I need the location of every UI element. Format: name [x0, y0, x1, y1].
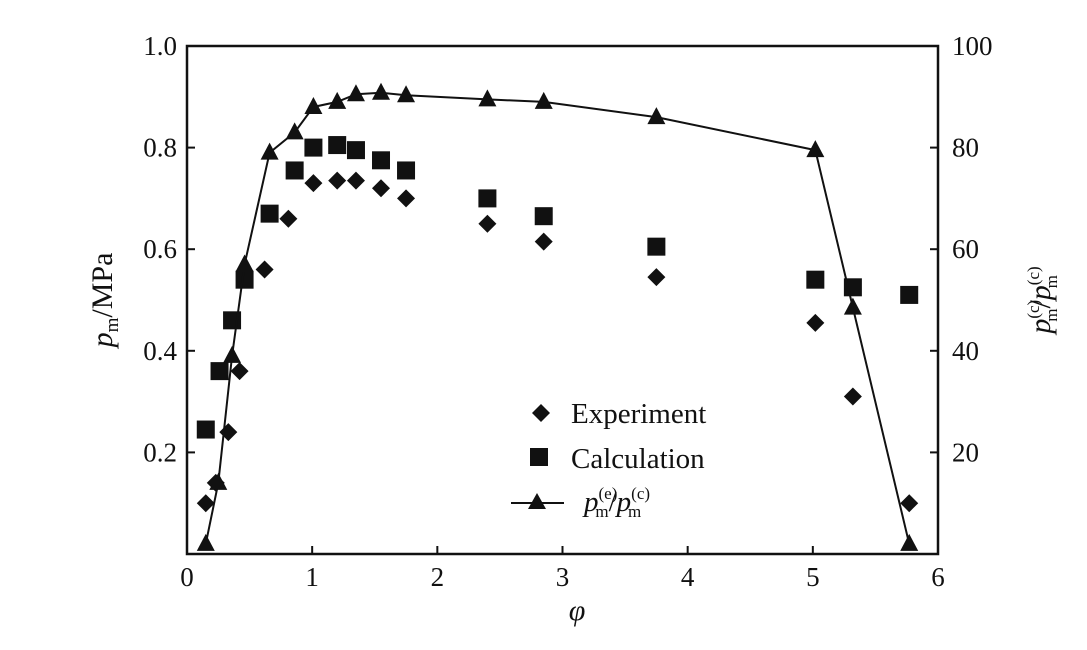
legend-calculation-marker	[530, 448, 548, 466]
y2-axis-title: p(c)m/p(c)m	[1024, 266, 1061, 335]
y-tick-label: 0.4	[143, 336, 177, 366]
y2-tick-label: 40	[952, 336, 979, 366]
calculation-point	[478, 189, 497, 208]
experiment-point	[843, 387, 862, 406]
experiment-point	[230, 362, 249, 381]
calculation-point	[285, 161, 304, 180]
legend: Experiment Calculation p(e) m/p(c) m	[511, 398, 706, 521]
legend-calculation-label: Calculation	[571, 443, 705, 475]
marks-layer	[196, 82, 919, 551]
calculation-point	[900, 285, 919, 304]
x-tick-label: 4	[681, 562, 695, 592]
experiment-point	[900, 494, 919, 513]
calculation-point	[260, 204, 279, 223]
legend-experiment-label: Experiment	[571, 398, 706, 430]
calculation-point	[806, 270, 825, 289]
ratio-point	[223, 345, 242, 363]
x-tick-label: 6	[931, 562, 945, 592]
y-tick-label: 1.0	[143, 31, 177, 61]
ratio-point	[328, 91, 347, 109]
calculation-point	[210, 362, 229, 381]
ratio-point	[478, 89, 497, 107]
experiment-point	[647, 268, 666, 287]
y2-tick-label: 100	[952, 31, 993, 61]
calculation-point	[346, 141, 365, 160]
experiment-point	[219, 423, 238, 442]
y2-tick-label: 60	[952, 234, 979, 264]
x-tick-label: 5	[806, 562, 820, 592]
experiment-point	[255, 260, 274, 279]
calculation-point	[235, 270, 254, 289]
ratio-point	[397, 85, 416, 103]
y-tick-label: 0.6	[143, 234, 177, 264]
experiment-point	[372, 179, 391, 198]
ratio-point	[209, 472, 228, 490]
x-axis-title: φ	[569, 594, 586, 627]
x-tick-label: 1	[305, 562, 319, 592]
x-tick-label: 3	[556, 562, 570, 592]
experiment-point	[534, 232, 553, 251]
plot-area	[185, 44, 940, 556]
y2-tick-label: 20	[952, 437, 979, 467]
calculation-point	[372, 151, 391, 170]
experiment-point	[397, 189, 416, 208]
ratio-point	[843, 297, 862, 315]
ratio-point	[647, 107, 666, 125]
experiment-point	[478, 214, 497, 233]
plot-frame	[185, 44, 940, 556]
x-tick-label: 0	[180, 562, 194, 592]
legend-ratio-label: p(e) m/p(c) m	[582, 484, 650, 521]
calculation-point	[304, 138, 323, 157]
experiment-point	[304, 174, 323, 193]
calculation-point	[647, 237, 666, 256]
y-tick-label: 0.8	[143, 133, 177, 163]
ratio-point	[260, 142, 279, 160]
y-axis-title: pm/MPa	[86, 253, 123, 350]
legend-experiment-marker	[532, 404, 550, 422]
experiment-point	[328, 171, 347, 190]
x-tick-label: 2	[431, 562, 445, 592]
experiment-point	[279, 209, 298, 228]
ratio-point	[346, 84, 365, 102]
ticks-layer: 0 1 2 3 4 5 6 0.2 0.4 0.6 0.8 1.0 20 40 60 80 100	[143, 31, 992, 592]
ratio-point	[534, 91, 553, 109]
ratio-point	[900, 533, 919, 551]
ratio-point	[285, 122, 304, 140]
calculation-point	[196, 420, 215, 439]
legend-ratio-marker	[528, 493, 546, 509]
calculation-point	[397, 161, 416, 180]
calculation-point	[534, 207, 553, 226]
ratio-point	[806, 140, 825, 158]
ratio-point	[235, 254, 254, 272]
y-tick-label: 0.2	[143, 437, 177, 467]
ratio-line	[204, 91, 911, 545]
y2-tick-label: 80	[952, 133, 979, 163]
experiment-point	[196, 494, 215, 513]
experiment-point	[806, 313, 825, 332]
ratio-point	[372, 82, 391, 100]
experiment-point	[346, 171, 365, 190]
ratio-point	[196, 533, 215, 551]
calculation-point	[328, 136, 347, 155]
ratio-point	[304, 96, 323, 114]
